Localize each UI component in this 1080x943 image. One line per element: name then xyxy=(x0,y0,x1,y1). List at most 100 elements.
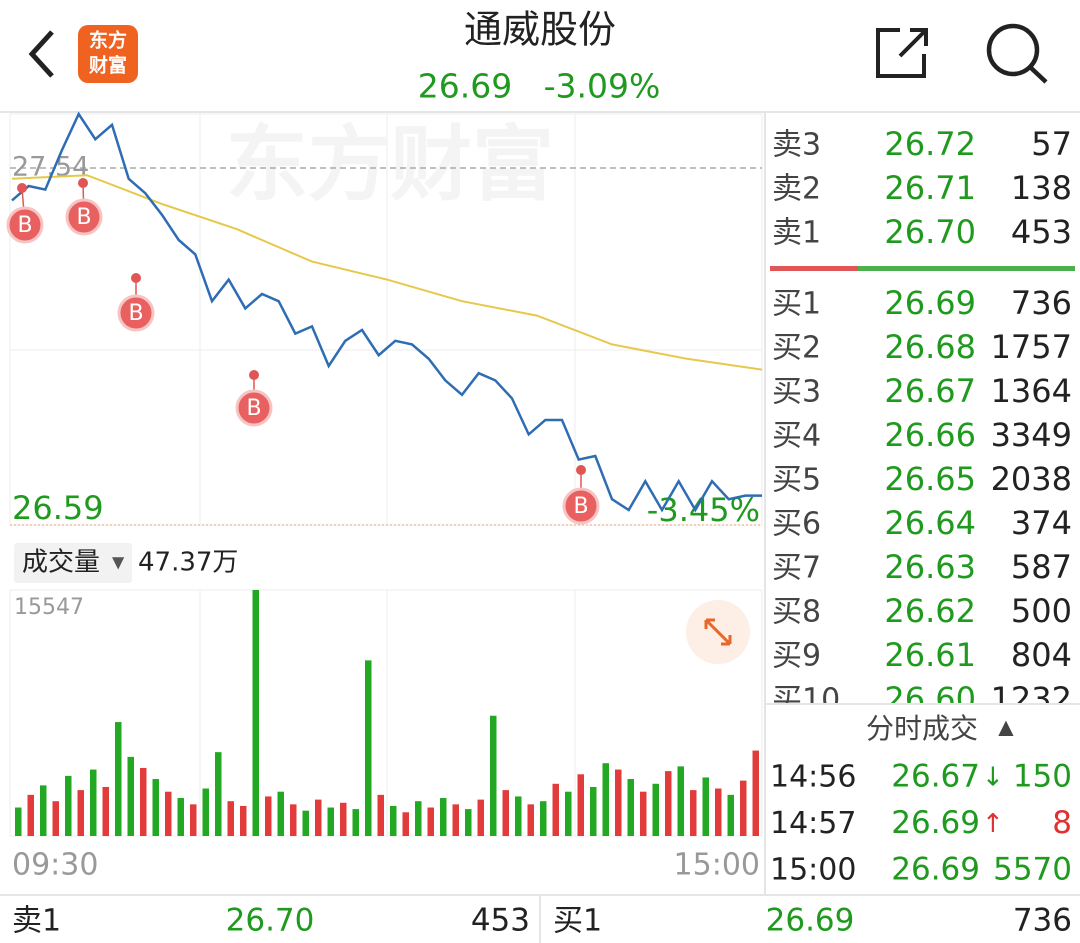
marker-dot xyxy=(17,183,27,193)
volume-bar xyxy=(590,786,597,836)
trade-price: 26.69 xyxy=(891,805,980,841)
volume-bar xyxy=(465,809,472,836)
buy-marker xyxy=(117,294,155,332)
volume-bar xyxy=(690,790,697,836)
trade-time: 14:57 xyxy=(770,806,856,841)
book-price: 26.72 xyxy=(884,125,976,163)
book-volume: 2038 xyxy=(991,460,1072,498)
logo-text: 东方 xyxy=(89,29,127,52)
volume-bar xyxy=(15,807,22,836)
volume-bar xyxy=(627,779,634,836)
volume-bar xyxy=(240,805,247,836)
book-label: 买10 xyxy=(772,683,840,718)
book-volume: 3349 xyxy=(991,416,1072,454)
volume-bar xyxy=(152,779,159,836)
volume-bar xyxy=(402,812,409,836)
trade-volume: 5570 xyxy=(993,852,1072,888)
marker-label: B xyxy=(128,301,143,326)
volume-bar xyxy=(290,804,297,836)
trade-volume: 8 xyxy=(1052,805,1072,841)
volume-total: 47.37万 xyxy=(138,548,238,578)
volume-bar xyxy=(540,801,547,836)
volume-bar xyxy=(365,660,372,836)
volume-bar xyxy=(740,780,747,836)
volume-selector[interactable] xyxy=(14,543,132,583)
book-volume: 1364 xyxy=(991,372,1072,410)
share-icon[interactable] xyxy=(876,28,928,78)
footer-volume: 453 xyxy=(471,903,530,939)
volume-bar xyxy=(77,790,84,836)
footer-label: 卖1 xyxy=(12,904,61,939)
ask-bar xyxy=(770,266,858,271)
book-volume: 1757 xyxy=(991,328,1072,366)
logo-text: 财富 xyxy=(89,54,127,77)
book-label: 买2 xyxy=(772,331,821,366)
volume-bar xyxy=(702,777,709,836)
volume-bar xyxy=(40,785,47,836)
trade-time: 14:56 xyxy=(770,760,856,795)
expand-button[interactable] xyxy=(686,600,750,664)
volume-bar xyxy=(302,810,309,836)
order-book: 卖3 26.72 57 卖2 26.71 138 卖1 26.70 453 买1 26.69 736 买… xyxy=(772,125,1072,718)
search-icon[interactable] xyxy=(986,23,1048,84)
volume-bar xyxy=(415,801,422,836)
volume-bar xyxy=(177,798,184,836)
volume-bar xyxy=(427,807,434,836)
book-label: 买7 xyxy=(772,551,821,586)
trades-title[interactable]: 分时成交 xyxy=(866,712,978,745)
volume-bar xyxy=(252,590,259,836)
volume-bar xyxy=(652,783,659,836)
book-price: 26.63 xyxy=(884,548,976,586)
logo xyxy=(78,25,138,83)
volume-bar xyxy=(527,804,534,836)
book-label: 买3 xyxy=(772,375,821,410)
trade-volume: 150 xyxy=(1013,759,1072,795)
trade-price: 26.67 xyxy=(891,759,980,795)
volume-bar xyxy=(565,791,572,836)
book-volume: 804 xyxy=(1011,636,1072,674)
stock-change: -3.09% xyxy=(544,67,661,106)
volume-bar xyxy=(502,790,509,836)
trade-price: 26.69 xyxy=(891,852,980,888)
volume-bar xyxy=(327,807,334,836)
book-volume: 587 xyxy=(1011,548,1072,586)
volume-bar xyxy=(315,799,322,836)
book-label: 买5 xyxy=(772,463,821,498)
book-volume: 500 xyxy=(1011,592,1072,630)
volume-bar xyxy=(615,769,622,836)
watermark: 东方财富 xyxy=(226,117,554,212)
volume-bar xyxy=(352,809,359,836)
book-volume: 374 xyxy=(1011,504,1072,542)
volume-bar xyxy=(752,750,759,836)
volume-bar xyxy=(90,769,97,836)
x-label: 09:30 xyxy=(12,848,98,883)
volume-bar xyxy=(727,794,734,836)
back-button[interactable] xyxy=(28,30,54,78)
volume-bar xyxy=(265,796,272,836)
volume-bar xyxy=(552,783,559,836)
volume-bar xyxy=(115,722,122,836)
volume-bar xyxy=(202,788,209,836)
book-price: 26.65 xyxy=(884,460,976,498)
marker-label: B xyxy=(246,396,261,421)
average-line xyxy=(11,174,763,371)
volume-bar xyxy=(27,794,34,836)
price-chart: 东方财富 xyxy=(9,113,763,526)
book-label: 卖2 xyxy=(772,172,821,207)
book-label: 买9 xyxy=(772,639,821,674)
book-price: 26.66 xyxy=(884,416,976,454)
volume-bar xyxy=(677,766,684,836)
book-volume: 138 xyxy=(1011,169,1072,207)
toggle: ▼ xyxy=(112,553,125,572)
volume-frame xyxy=(9,589,763,837)
book-price: 26.70 xyxy=(884,213,976,251)
book-label: 卖3 xyxy=(772,128,821,163)
volume-bar xyxy=(52,801,59,836)
volume-bar xyxy=(215,752,222,836)
book-volume: 736 xyxy=(1011,284,1072,322)
volume-bar xyxy=(65,775,72,836)
y-tick-label: 15547 xyxy=(14,595,84,620)
volume-bar xyxy=(452,804,459,836)
volume-bar xyxy=(377,794,384,836)
